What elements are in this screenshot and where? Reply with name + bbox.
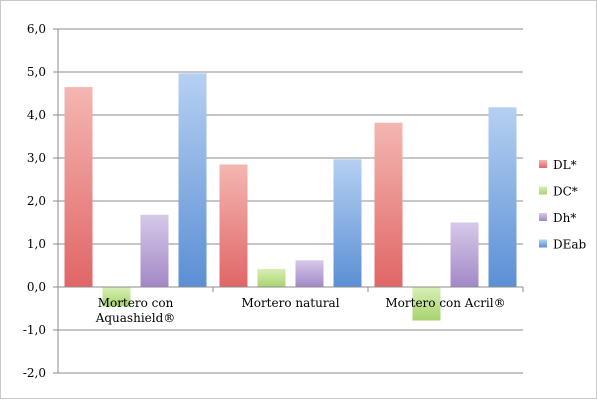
gridlines bbox=[58, 28, 523, 374]
y-tick-label: 6,0 bbox=[27, 22, 46, 36]
bar-dl-1 bbox=[219, 164, 248, 287]
bar-dl-0 bbox=[64, 87, 93, 287]
y-tick-label: 0,0 bbox=[27, 280, 46, 294]
y-tick-label: 3,0 bbox=[27, 151, 46, 165]
bar-deab-0 bbox=[178, 73, 207, 287]
bars bbox=[64, 73, 517, 321]
axes bbox=[53, 28, 524, 374]
category-label: Mortero con bbox=[98, 296, 174, 310]
legend-swatch bbox=[539, 213, 547, 221]
category-label: Mortero natural bbox=[241, 296, 339, 310]
legend: DL* DC* Dh* DEab bbox=[539, 158, 587, 252]
bar-deab-1 bbox=[333, 159, 362, 287]
y-tick-label: 2,0 bbox=[27, 194, 46, 208]
bar-dc-0 bbox=[102, 287, 131, 307]
category-label: Aquashield® bbox=[95, 311, 176, 325]
bar-dc-1 bbox=[257, 268, 286, 287]
bar-dh-2 bbox=[450, 222, 479, 287]
legend-label: DEab bbox=[553, 238, 587, 252]
y-tick-label: 4,0 bbox=[27, 108, 46, 122]
y-tick-label: 1,0 bbox=[27, 237, 46, 251]
bar-dc-2 bbox=[412, 287, 441, 321]
y-tick-label: -1,0 bbox=[23, 323, 46, 337]
bar-dh-1 bbox=[295, 260, 324, 287]
y-tick-label: 5,0 bbox=[27, 65, 46, 79]
legend-label: DL* bbox=[553, 158, 577, 172]
y-tick-label: -2,0 bbox=[23, 366, 46, 380]
legend-swatch bbox=[539, 186, 547, 195]
legend-swatch bbox=[539, 239, 547, 248]
legend-label: Dh* bbox=[553, 211, 576, 225]
y-tick-labels: 6,0 5,0 4,0 3,0 2,0 1,0 0,0 -1,0 -2,0 bbox=[23, 22, 46, 380]
legend-label: DC* bbox=[553, 185, 578, 199]
bar-deab-2 bbox=[488, 107, 517, 287]
bar-dh-0 bbox=[140, 214, 169, 287]
bar-dl-2 bbox=[374, 122, 403, 288]
legend-swatch bbox=[539, 160, 547, 168]
category-label: Mortero con Acril® bbox=[385, 296, 505, 310]
